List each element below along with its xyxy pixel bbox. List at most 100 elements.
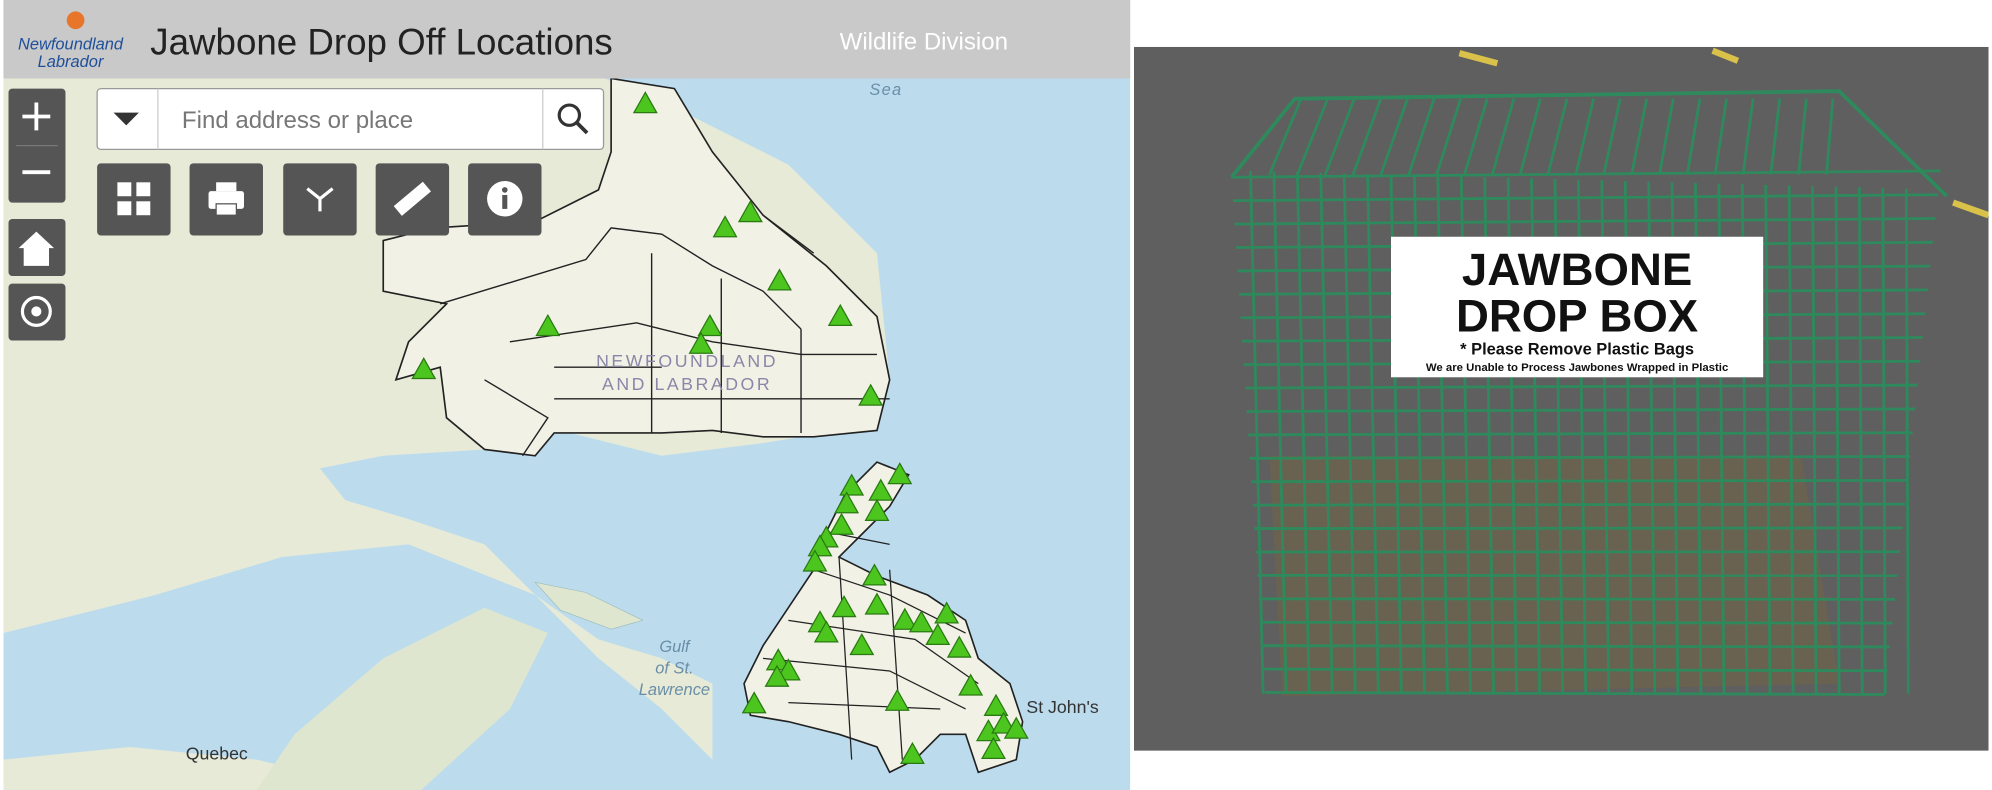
road-marking [1458, 47, 1989, 219]
location-marker[interactable] [741, 691, 767, 714]
tool-icon [216, 182, 237, 192]
map-label: Sea [869, 81, 902, 99]
cage-wire [1713, 98, 1728, 175]
location-marker[interactable] [868, 478, 894, 501]
location-marker[interactable] [861, 563, 887, 586]
location-marker[interactable] [925, 622, 951, 646]
location-marker[interactable] [892, 607, 918, 630]
search-button[interactable] [557, 103, 582, 127]
tool-icon [117, 201, 132, 216]
location-marker[interactable] [688, 331, 714, 354]
cage-wire [1658, 98, 1675, 175]
tool-icon [502, 194, 508, 209]
zoom-controls [8, 88, 66, 341]
location-marker[interactable] [858, 383, 884, 406]
cage-wire [1463, 98, 1489, 176]
cage-wire [1351, 98, 1383, 176]
location-marker[interactable] [829, 512, 855, 535]
cage-wire [1769, 98, 1782, 175]
island [534, 581, 644, 630]
photo: JAWBONE DROP BOX * Please Remove Plastic… [1133, 46, 1989, 751]
cage-wire [1234, 217, 1936, 226]
search-button [575, 121, 589, 135]
cage-wire [1858, 187, 1864, 694]
cage-wire [1245, 383, 1918, 390]
markers [411, 91, 1029, 765]
location-marker[interactable] [849, 632, 875, 656]
location-marker[interactable] [632, 91, 658, 114]
cage-wire [1231, 169, 1941, 179]
cage-wire [1232, 193, 1938, 203]
location-marker[interactable] [887, 462, 913, 485]
header [3, 0, 1131, 79]
location-marker[interactable] [764, 664, 790, 687]
cage-wire [1811, 186, 1818, 694]
cage-wire [1546, 98, 1569, 176]
search-dropdown[interactable] [113, 112, 139, 126]
toolbar [97, 163, 542, 236]
location-marker[interactable] [737, 200, 763, 223]
cage-wire [1295, 172, 1311, 694]
location-marker[interactable] [767, 268, 792, 291]
cage-wire [1323, 98, 1356, 176]
map-label: St John's [1026, 697, 1098, 717]
sign [1391, 236, 1764, 378]
cage-wire [1252, 502, 1906, 507]
location-marker[interactable] [813, 620, 839, 643]
cage-wire [1834, 186, 1841, 694]
cage-wire [1272, 171, 1288, 694]
location-marker[interactable] [864, 592, 890, 615]
location-marker[interactable] [1003, 716, 1029, 739]
land [256, 607, 548, 790]
location-marker[interactable] [908, 610, 934, 633]
locate-icon [31, 306, 42, 317]
cage-wire [1249, 455, 1911, 460]
cage-wire [1685, 98, 1702, 175]
logo-text: Labrador [38, 53, 105, 71]
location-marker[interactable] [980, 736, 1006, 759]
logo-text: Newfoundland [18, 35, 124, 53]
cage-wire [1246, 407, 1916, 413]
location-marker[interactable] [983, 693, 1009, 716]
cage-wire [1258, 597, 1895, 601]
location-marker[interactable] [946, 635, 972, 658]
location-marker[interactable] [834, 491, 860, 514]
cage-wire [1249, 170, 1265, 694]
location-marker[interactable] [864, 498, 890, 521]
location-marker[interactable] [991, 711, 1017, 734]
cage-wire [1260, 620, 1893, 625]
tool-icon [136, 201, 151, 216]
cage-wire [1379, 98, 1409, 176]
location-marker[interactable] [827, 303, 853, 327]
location-marker[interactable] [839, 473, 865, 496]
header-title: Jawbone Drop Off Locations [150, 21, 612, 62]
zoom-in[interactable] [22, 102, 51, 131]
cage-wire [1602, 98, 1622, 176]
search: Find address or place [96, 87, 605, 151]
location-marker[interactable] [934, 601, 960, 624]
location-marker[interactable] [958, 673, 984, 696]
cage-wire [1574, 98, 1595, 176]
location-marker[interactable] [697, 313, 723, 337]
tool-button[interactable] [97, 163, 171, 236]
cage-wire [1261, 644, 1890, 649]
cage-wire [1825, 98, 1835, 175]
cage-wire [1263, 667, 1888, 673]
cage-wire [1296, 98, 1329, 176]
location-marker[interactable] [884, 688, 910, 711]
search-input[interactable]: Find address or place [182, 107, 413, 134]
location-marker[interactable] [802, 549, 828, 572]
location-marker[interactable] [899, 741, 925, 765]
location-marker[interactable] [411, 356, 437, 380]
logo-icon [66, 11, 85, 30]
cage-wire [1251, 478, 1908, 484]
cage-wire [1264, 691, 1885, 696]
location-marker[interactable] [535, 313, 561, 337]
location-marker[interactable] [712, 215, 738, 238]
cage-wire [1518, 98, 1542, 176]
location-marker[interactable] [831, 595, 857, 618]
cage-wire [1881, 187, 1887, 694]
sign-text: JAWBONE [1462, 244, 1692, 295]
map-label: Lawrence [639, 681, 710, 699]
cage-wire [1407, 98, 1436, 176]
